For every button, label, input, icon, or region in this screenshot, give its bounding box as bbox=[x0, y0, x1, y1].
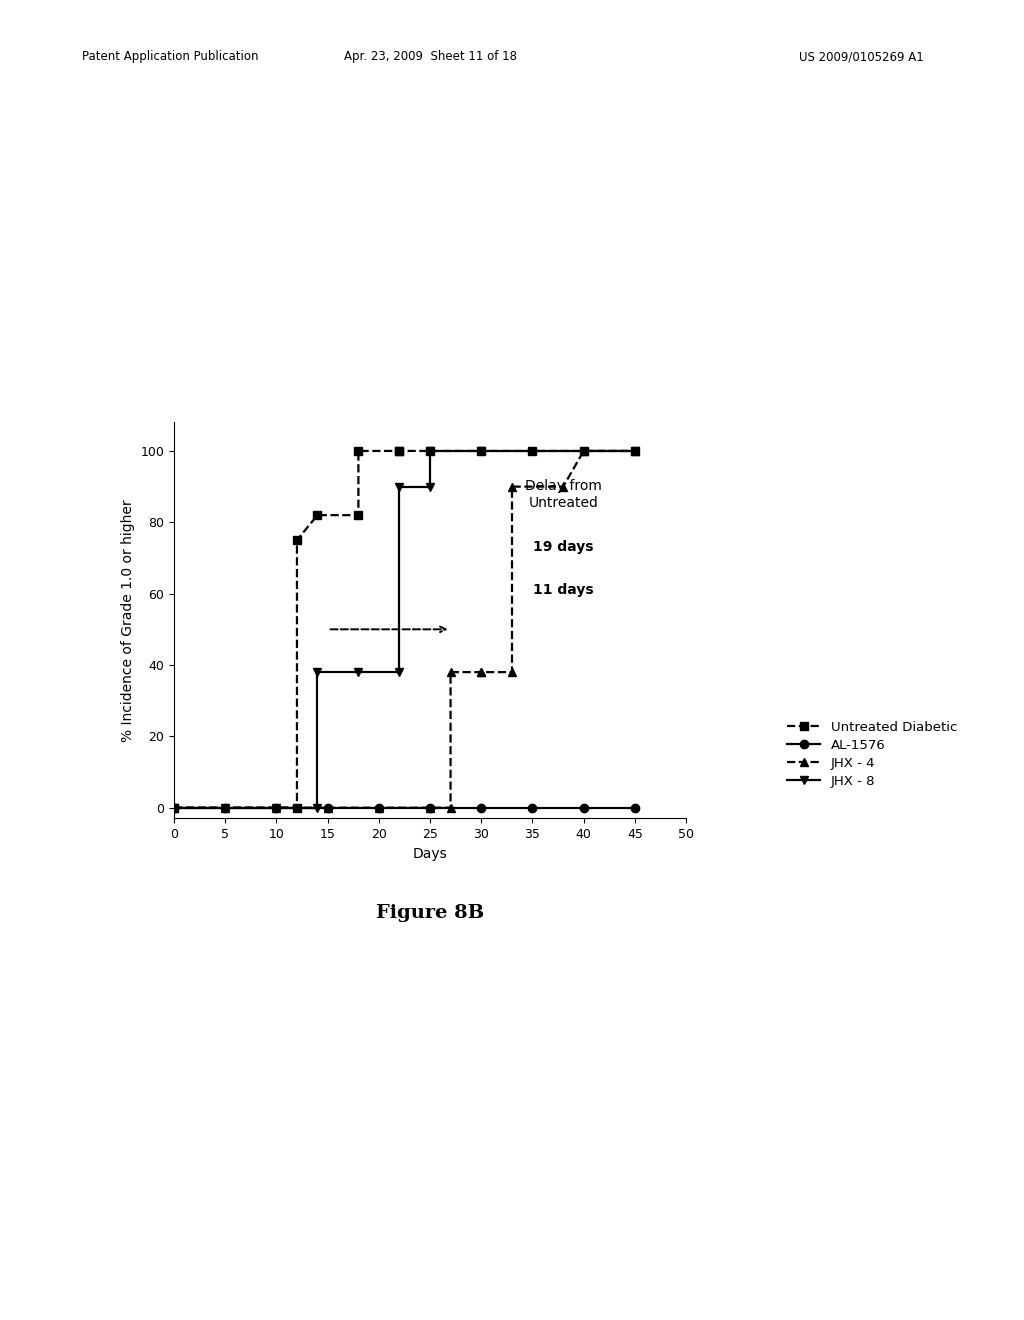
AL-1576 bbox=[475, 800, 487, 816]
Line: JHX - 4: JHX - 4 bbox=[170, 446, 639, 812]
Y-axis label: % Incidence of Grade 1.0 or higher: % Incidence of Grade 1.0 or higher bbox=[121, 499, 135, 742]
Text: 11 days: 11 days bbox=[532, 583, 594, 597]
JHX - 8 bbox=[424, 479, 436, 495]
JHX - 4 bbox=[506, 479, 518, 495]
Text: Figure 8B: Figure 8B bbox=[376, 904, 484, 923]
Untreated Diabetic bbox=[291, 800, 303, 816]
Line: AL-1576: AL-1576 bbox=[170, 804, 639, 812]
JHX - 4 bbox=[219, 800, 231, 816]
AL-1576 bbox=[629, 800, 641, 816]
JHX - 4 bbox=[475, 664, 487, 680]
Untreated Diabetic bbox=[424, 444, 436, 459]
AL-1576 bbox=[526, 800, 539, 816]
JHX - 8 bbox=[219, 800, 231, 816]
AL-1576 bbox=[322, 800, 334, 816]
Untreated Diabetic bbox=[311, 507, 324, 523]
JHX - 4 bbox=[578, 444, 590, 459]
JHX - 4 bbox=[475, 664, 487, 680]
Untreated Diabetic bbox=[475, 444, 487, 459]
Untreated Diabetic bbox=[352, 507, 365, 523]
JHX - 4 bbox=[629, 444, 641, 459]
Untreated Diabetic bbox=[168, 800, 180, 816]
Text: Delay from
Untreated: Delay from Untreated bbox=[524, 479, 602, 510]
Untreated Diabetic bbox=[578, 444, 590, 459]
Untreated Diabetic bbox=[352, 444, 365, 459]
X-axis label: Days: Days bbox=[413, 846, 447, 861]
JHX - 8 bbox=[424, 444, 436, 459]
Line: Untreated Diabetic: Untreated Diabetic bbox=[170, 446, 639, 812]
JHX - 4 bbox=[424, 800, 436, 816]
Untreated Diabetic bbox=[393, 444, 406, 459]
JHX - 4 bbox=[557, 479, 569, 495]
JHX - 8 bbox=[352, 664, 365, 680]
JHX - 8 bbox=[393, 664, 406, 680]
Legend: Untreated Diabetic, AL-1576, JHX - 4, JHX - 8: Untreated Diabetic, AL-1576, JHX - 4, JH… bbox=[783, 717, 962, 792]
AL-1576 bbox=[168, 800, 180, 816]
JHX - 8 bbox=[629, 444, 641, 459]
Untreated Diabetic bbox=[526, 444, 539, 459]
JHX - 8 bbox=[270, 800, 283, 816]
JHX - 8 bbox=[475, 444, 487, 459]
Untreated Diabetic bbox=[629, 444, 641, 459]
JHX - 8 bbox=[311, 800, 324, 816]
AL-1576 bbox=[424, 800, 436, 816]
Text: Patent Application Publication: Patent Application Publication bbox=[82, 50, 258, 63]
AL-1576 bbox=[270, 800, 283, 816]
JHX - 4 bbox=[444, 664, 457, 680]
Untreated Diabetic bbox=[291, 532, 303, 548]
JHX - 8 bbox=[393, 479, 406, 495]
JHX - 8 bbox=[311, 664, 324, 680]
JHX - 4 bbox=[270, 800, 283, 816]
JHX - 4 bbox=[506, 664, 518, 680]
JHX - 8 bbox=[168, 800, 180, 816]
JHX - 4 bbox=[168, 800, 180, 816]
JHX - 4 bbox=[373, 800, 385, 816]
AL-1576 bbox=[219, 800, 231, 816]
JHX - 4 bbox=[322, 800, 334, 816]
Text: 19 days: 19 days bbox=[532, 540, 594, 554]
AL-1576 bbox=[373, 800, 385, 816]
Line: JHX - 8: JHX - 8 bbox=[170, 446, 639, 812]
Text: US 2009/0105269 A1: US 2009/0105269 A1 bbox=[799, 50, 924, 63]
Untreated Diabetic bbox=[393, 444, 406, 459]
JHX - 4 bbox=[444, 800, 457, 816]
Text: Apr. 23, 2009  Sheet 11 of 18: Apr. 23, 2009 Sheet 11 of 18 bbox=[344, 50, 516, 63]
AL-1576 bbox=[578, 800, 590, 816]
